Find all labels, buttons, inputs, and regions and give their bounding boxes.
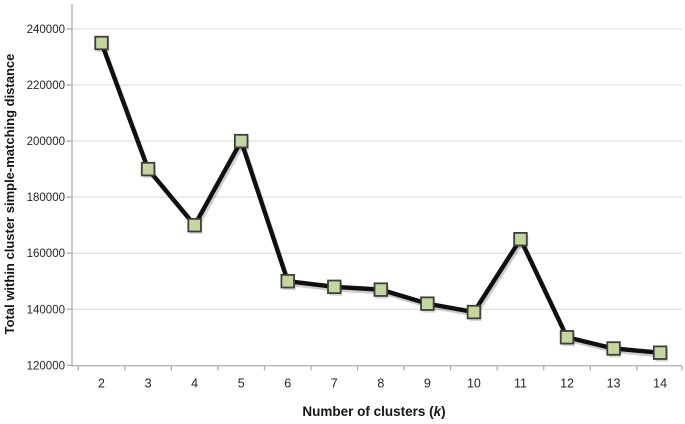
x-tick-label: 4	[191, 376, 198, 390]
y-tick-label: 200000	[27, 136, 65, 148]
data-point-marker	[233, 133, 249, 149]
data-point-marker	[140, 161, 156, 177]
data-point-marker	[652, 345, 668, 360]
data-point-marker	[420, 296, 435, 311]
y-tick-label: 160000	[27, 248, 65, 260]
data-point-marker	[187, 217, 202, 233]
x-tick-label: 11	[514, 376, 527, 390]
data-point-marker	[513, 231, 528, 247]
data-point-marker	[280, 274, 295, 289]
x-axis-title: Number of clusters (k)	[302, 404, 445, 419]
x-tick-label: 14	[653, 376, 667, 390]
x-tick-label: 13	[607, 376, 621, 390]
x-tick-label: 2	[98, 376, 105, 390]
data-point-marker	[606, 341, 621, 356]
y-tick-label: 240000	[27, 24, 65, 36]
data-point-marker	[327, 279, 342, 295]
x-tick-label: 5	[238, 376, 245, 390]
x-tick-label: 7	[331, 376, 338, 390]
x-tick-label: 9	[424, 376, 431, 390]
x-tick-label: 3	[145, 376, 152, 390]
y-tick-label: 220000	[27, 80, 65, 92]
data-point-marker	[559, 330, 575, 345]
y-tick-label: 180000	[27, 192, 65, 204]
x-tick-label: 10	[467, 376, 481, 390]
y-axis-title: Total within cluster simple-matching dis…	[2, 54, 17, 335]
x-axis-title-suffix: )	[441, 404, 446, 419]
y-tick-label: 140000	[27, 304, 65, 316]
x-axis-title-prefix: Number of clusters (	[302, 404, 434, 419]
x-tick-label: 6	[284, 376, 291, 390]
y-tick-label: 120000	[27, 360, 65, 372]
x-tick-label: 8	[377, 376, 384, 390]
data-point-marker	[373, 282, 389, 297]
data-point-marker	[466, 304, 482, 320]
x-axis-title-k: k	[434, 404, 443, 419]
plot-layer: 120000 140000 160000 180000 200000 220000 2400…	[27, 4, 683, 390]
x-tick-label: 12	[560, 376, 574, 390]
data-point-marker	[94, 35, 109, 51]
series-line	[99, 40, 663, 355]
